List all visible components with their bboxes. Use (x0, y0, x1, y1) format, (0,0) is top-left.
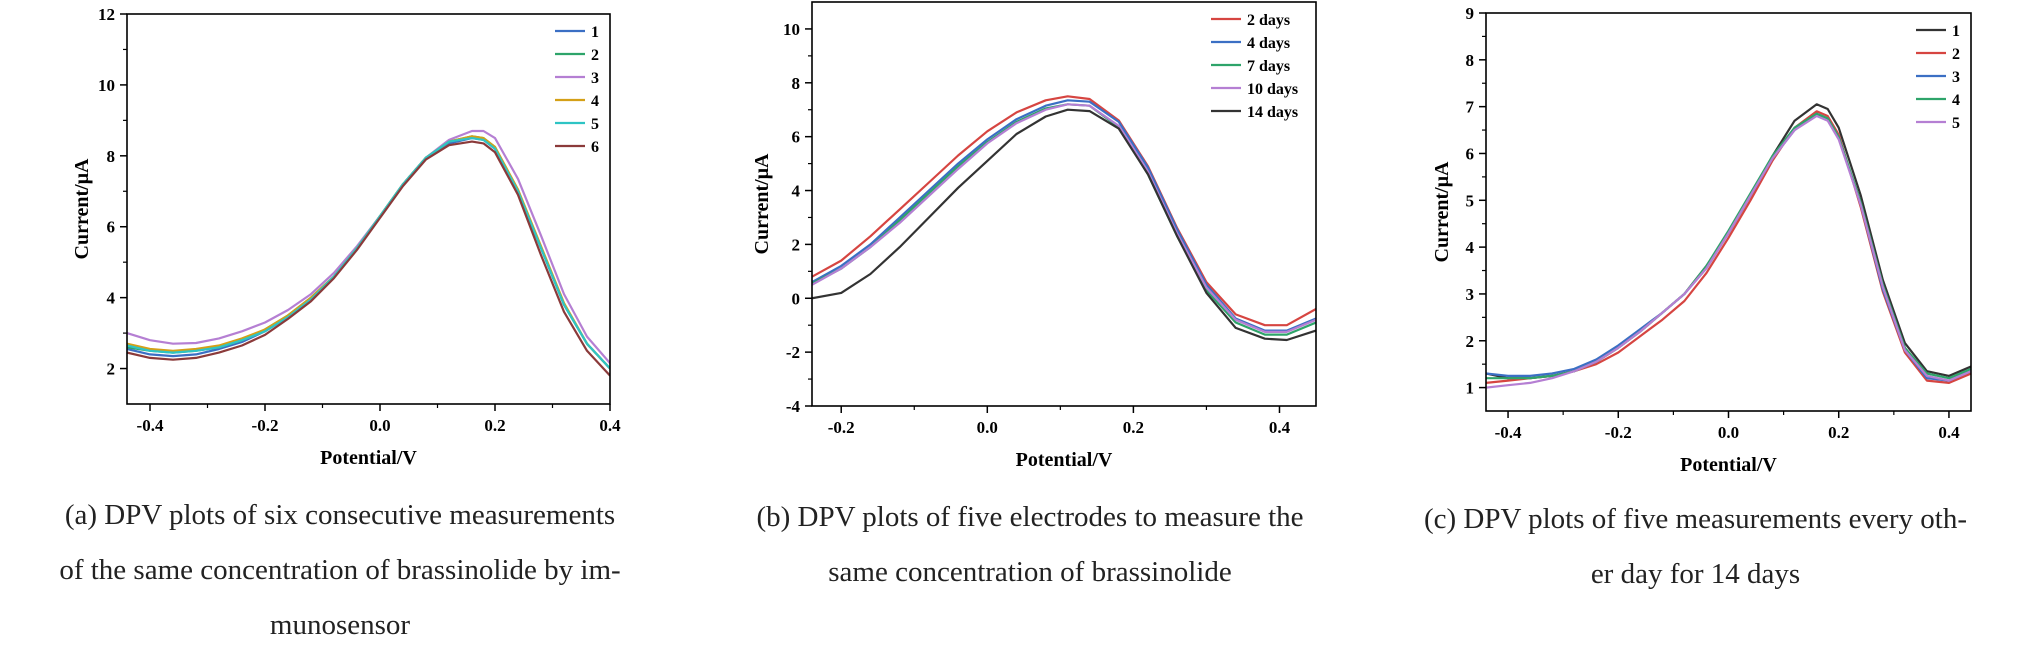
plot-frame (1485, 12, 1972, 412)
x-tick-label: 0.4 (1269, 418, 1291, 437)
caption-a-line-2: of the same concentration of brassinolid… (59, 554, 621, 586)
caption-c-line-1: (c) DPV plots of five measurements every… (1423, 503, 1968, 535)
series-line-3 (1486, 112, 1971, 382)
series-group (1486, 103, 1971, 389)
y-tick-label: 6 (1466, 144, 1475, 163)
x-tick-label: 0.4 (599, 416, 621, 435)
y-tick-label: 10 (783, 20, 800, 39)
series-line-6 (127, 140, 610, 377)
x-tick-label: 0.4 (1938, 423, 1960, 442)
series-line-4 (1486, 112, 1971, 380)
series-line-5 (127, 137, 610, 370)
y-tick-label: 2 (107, 360, 116, 379)
y-tick-label: 8 (1466, 51, 1475, 70)
caption-b-line-2: same concentration of brassinolide (828, 556, 1232, 588)
x-tick-label: 0.0 (977, 418, 998, 437)
series-line-5 (1486, 114, 1971, 389)
x-tick-label: 0.2 (484, 416, 505, 435)
caption-b: (b) DPV plots of five electrodes to meas… (690, 490, 1370, 600)
y-tick-label: -2 (786, 343, 800, 362)
y-tick-label: -4 (786, 397, 801, 416)
series-line-2 (1486, 110, 1971, 384)
y-axis-title: Current/μA (1431, 161, 1453, 263)
x-axis-title: Potential/V (320, 447, 417, 469)
legend-label: 14 days (1247, 104, 1298, 121)
x-tick-label: -0.2 (828, 418, 855, 437)
y-tick-label: 6 (107, 218, 116, 237)
y-tick-label: 1 (1466, 379, 1475, 398)
x-tick-label: 0.2 (1828, 423, 1849, 442)
legend-label: 3 (1952, 69, 1960, 86)
y-tick-label: 2 (792, 235, 801, 254)
legend-label: 2 days (1247, 12, 1290, 29)
series-group (812, 95, 1316, 342)
caption-c-line-2: er day for 14 days (1590, 558, 1801, 590)
legend-label: 10 days (1247, 81, 1298, 98)
y-tick-label: 6 (792, 128, 801, 147)
y-tick-label: 8 (107, 147, 116, 166)
x-tick-label: -0.2 (1605, 423, 1632, 442)
caption-c: (c) DPV plots of five measurements every… (1360, 492, 2031, 602)
legend-label: 2 (1952, 46, 1960, 63)
legend-label: 6 (591, 139, 599, 156)
x-tick-label: 0.2 (1123, 418, 1144, 437)
x-tick-label: 0.0 (369, 416, 390, 435)
series-group (127, 129, 610, 377)
legend-label: 4 (591, 93, 599, 110)
legend-label: 7 days (1247, 58, 1290, 75)
plot-frame (126, 13, 611, 405)
series-line-1 (127, 137, 610, 370)
y-tick-label: 12 (98, 5, 115, 24)
x-tick-label: 0.0 (1718, 423, 1739, 442)
y-tick-label: 9 (1466, 4, 1475, 23)
y-tick-label: 5 (1466, 191, 1475, 210)
caption-a: (a) DPV plots of six consecutive measure… (0, 488, 680, 653)
y-tick-label: 3 (1466, 285, 1475, 304)
plot-frame (811, 1, 1317, 407)
y-tick-label: 4 (1466, 238, 1475, 257)
series-line-4 (127, 135, 610, 370)
y-tick-label: 10 (98, 76, 115, 95)
series-line-14-days (812, 108, 1316, 342)
caption-b-line-1: (b) DPV plots of five electrodes to meas… (756, 501, 1304, 533)
x-tick-label: -0.4 (1495, 423, 1522, 442)
caption-a-line-3: munosensor (269, 609, 411, 641)
chart-panel-b: -0.2 0.0 0.2 0.4 -4 -2 0 2 4 6 8 10 Potential/V Curre… (751, 1, 1317, 471)
chart-panel-c: -0.4 -0.2 0.0 0.2 0.4 1 2 3 4 5 6 7 8 9 Potential/V Cur… (1431, 4, 1972, 476)
legend-label: 1 (1952, 23, 1960, 40)
legend-label: 5 (591, 116, 599, 133)
y-axis-title: Current/μA (71, 158, 93, 260)
chart-panel-a: -0.4 -0.2 0.0 0.2 0.424681012Potential/VCurr… (71, 5, 621, 469)
y-tick-label: 4 (792, 182, 801, 201)
legend-label: 4 days (1247, 35, 1290, 52)
y-tick-label: 4 (107, 289, 116, 308)
series-line-10-days (812, 103, 1316, 333)
legend-label: 4 (1952, 92, 1960, 109)
series-line-2-days (812, 95, 1316, 327)
y-tick-label: 2 (1466, 332, 1475, 351)
y-axis-title: Current/μA (751, 153, 773, 255)
x-axis-title: Potential/V (1680, 454, 1777, 476)
y-tick-label: 7 (1466, 98, 1475, 117)
y-tick-label: 8 (792, 74, 801, 93)
x-axis-title: Potential/V (1016, 449, 1113, 471)
legend-label: 1 (591, 24, 599, 41)
x-tick-label: -0.4 (137, 416, 164, 435)
series-line-2 (127, 135, 610, 370)
caption-a-line-1: (a) DPV plots of six consecutive measure… (64, 499, 616, 531)
series-line-4-days (812, 99, 1316, 332)
x-tick-label: -0.2 (252, 416, 279, 435)
legend-label: 2 (591, 47, 599, 64)
y-tick-label: 0 (792, 289, 801, 308)
legend-label: 5 (1952, 115, 1960, 132)
legend-label: 3 (591, 70, 599, 87)
